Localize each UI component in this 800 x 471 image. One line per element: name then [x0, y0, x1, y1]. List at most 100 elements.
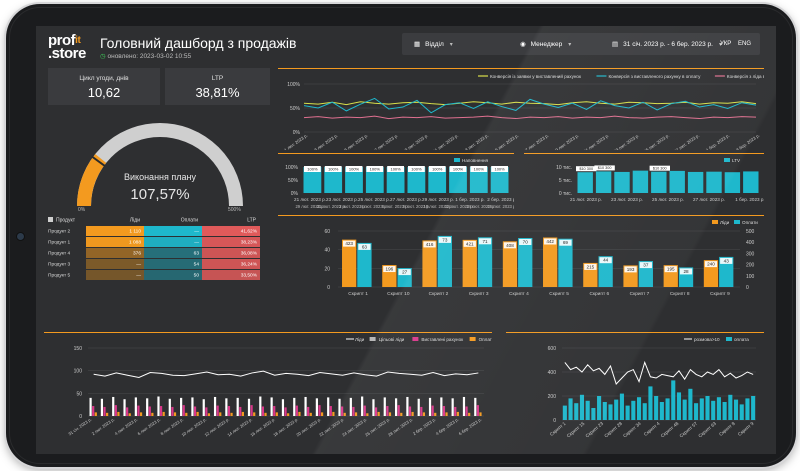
bar-Цільові ліди — [474, 397, 477, 416]
bar-Виставлені рахунок — [420, 406, 423, 416]
y2-tick-label: 500 — [746, 229, 755, 235]
bar-Оплати — [422, 412, 426, 416]
bar — [428, 167, 447, 193]
x-tick-label: 1 бер. 2023 р. — [735, 197, 764, 202]
clock-icon: ◷ — [100, 53, 106, 60]
bar-Виставлені рахунок — [329, 406, 332, 416]
bar-Цільові ліди — [180, 397, 183, 416]
data-label-bg — [679, 268, 693, 275]
data-label: 71 — [482, 239, 488, 244]
bar — [597, 396, 602, 420]
x-tick-label-2: 2 лют. 2023 р. — [339, 204, 366, 209]
data-label-bg — [720, 257, 733, 264]
bar — [711, 400, 716, 420]
data-label: 69 — [563, 240, 569, 245]
data-label: 100% — [453, 167, 464, 172]
bar — [743, 171, 759, 193]
bar-Оплати — [241, 411, 244, 416]
bar — [654, 396, 659, 420]
department-filter[interactable]: ▦ Відділ ▾ — [414, 40, 453, 49]
bar-Оплати — [298, 411, 301, 416]
x-tick-label: 27 лют. 2023 р. — [693, 197, 725, 202]
bar-Оплати — [185, 412, 188, 416]
data-label-bg — [519, 239, 532, 245]
bar-Цільові ліди — [112, 396, 115, 416]
conversation-line — [564, 360, 754, 385]
kpi-cycle-value: 10,62 — [87, 85, 121, 100]
lang-eng-button[interactable]: ENG — [738, 41, 752, 47]
data-label-bg — [366, 166, 384, 172]
bar-Виставлені рахунок — [137, 405, 140, 416]
bar-Виставлені рахунок — [182, 405, 185, 416]
bar-Цільові ліди — [315, 398, 318, 416]
bar — [595, 171, 612, 193]
x-tick-label: 15 лют. 2023 р. — [492, 133, 519, 150]
bar-Виставлені рахунок — [431, 405, 434, 416]
x-tick-label: Скрипт 28 — [603, 421, 623, 439]
data-label: 421 — [466, 241, 474, 246]
y2-tick-label: 0 — [746, 285, 749, 291]
x-tick-label-2: 10 лют. 2023 р. — [423, 204, 452, 209]
bar-Виставлені рахунок — [341, 406, 344, 416]
bar-Оплати — [400, 412, 403, 416]
table-cell-value: 50 — [194, 273, 200, 279]
x-tick-label: 23 лют. 2023 р. — [611, 197, 643, 202]
table-cell-value: 36,08% — [241, 251, 258, 257]
bar — [751, 396, 756, 420]
bar-Виставлені рахунок — [408, 406, 412, 416]
data-label: 100% — [349, 167, 360, 172]
table-cell-bg — [202, 259, 260, 269]
chevron-down-icon: ▾ — [449, 41, 453, 48]
table-cell-value: 376 — [133, 251, 141, 257]
data-label-bg — [576, 166, 597, 172]
data-label-bg — [343, 240, 356, 247]
table-cell-value: 63 — [194, 251, 200, 257]
bar-Цільові ліди — [191, 397, 194, 416]
data-label: $10 300 — [598, 166, 612, 170]
x-tick-label: Скрипт 15 — [566, 421, 586, 439]
bar-Цільові ліди — [462, 396, 466, 416]
lang-ukr-button[interactable]: УКР — [720, 41, 732, 47]
bar — [659, 402, 664, 420]
bar — [745, 398, 750, 420]
y-tick-label: 5 тис. — [559, 178, 572, 184]
bar-Виставлені рахунок — [352, 406, 355, 416]
x-tick-label: Скрипт 4 — [509, 291, 529, 297]
bar-Цільові ліди — [259, 396, 262, 416]
table-cell-value: 1 110 — [129, 229, 141, 235]
table-cell-bg — [144, 226, 202, 236]
table-cell-bg — [144, 259, 202, 269]
y-tick-label: 50 — [76, 391, 82, 397]
x-tick-label-2: 6 лют. 2023 р. — [382, 204, 409, 209]
legend-label: розмова>10 — [694, 337, 720, 342]
bar-Оплати — [477, 237, 493, 287]
table-cell-bg — [86, 248, 144, 258]
tablet-frame: profit .store Головний дашборд з продажі… — [6, 4, 796, 467]
x-tick-label: 29 лют. 2023 р. — [422, 197, 454, 202]
table-cell-bg — [144, 237, 202, 247]
bar-Цільові ліди — [440, 397, 443, 416]
data-label-bg — [345, 166, 363, 172]
table-cell-bg — [202, 248, 260, 258]
manager-filter[interactable]: ◉ Менеджер ▾ — [520, 40, 572, 49]
table-cell-value: 41,62% — [241, 229, 258, 235]
bar-Цільові ліди — [338, 398, 341, 416]
data-label: 100% — [432, 167, 443, 172]
bar — [648, 386, 653, 420]
data-label-bg — [449, 166, 467, 172]
table-cell-bg — [202, 226, 260, 236]
divider — [278, 153, 514, 154]
bar — [651, 171, 667, 193]
bar-Виставлені рахунок — [171, 406, 174, 416]
bar — [490, 167, 509, 193]
x-tick-label: Скрипт 10 — [387, 291, 410, 297]
bar-Ліди — [502, 241, 518, 287]
y-tick-label: 20 — [324, 266, 330, 272]
x-tick-label: 6 лют. 2023 р. — [137, 417, 162, 436]
bar-Оплати — [719, 256, 734, 287]
x-tick-label: Скрипт 9 — [737, 421, 755, 437]
series-line-Конверсія — [303, 97, 757, 114]
date-range-filter[interactable]: ▤ 31 січ. 2023 р. - 6 бер. 2023 р. ▾ — [612, 40, 722, 49]
gauge-max: 500% — [228, 207, 241, 213]
kpi-cycle-card: Цикл угоди, днів 10,62 — [48, 68, 160, 105]
